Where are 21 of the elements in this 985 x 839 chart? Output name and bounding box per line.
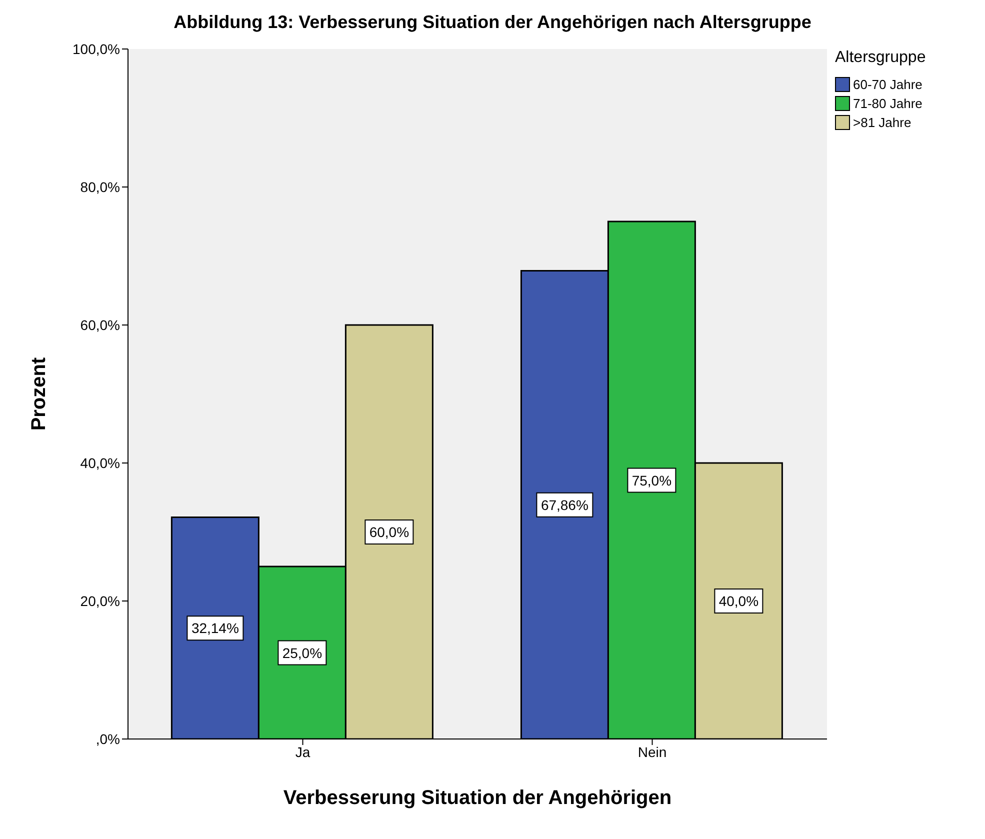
y-tick-label: 20,0% — [80, 592, 120, 609]
y-tick-label: ,0% — [96, 730, 120, 747]
legend-title: Altersgruppe — [835, 49, 927, 67]
data-label: 32,14% — [191, 620, 239, 636]
legend-label: >81 Jahre — [852, 114, 912, 132]
x-tick-label: Nein — [638, 744, 667, 760]
x-tick-label: Ja — [295, 744, 310, 760]
y-tick-label: 100,0% — [72, 40, 120, 57]
data-label: 75,0% — [632, 472, 672, 488]
y-axis-title: Prozent — [28, 356, 50, 431]
chart-title: Abbildung 13: Verbesserung Situation der Angehörigen nach Altersgruppe — [172, 11, 812, 34]
data-label: 67,86% — [540, 496, 588, 513]
legend-label: 71-80 Jahre — [852, 95, 924, 113]
y-tick-label: 80,0% — [80, 178, 120, 195]
y-tick-label: 40,0% — [80, 454, 120, 471]
data-label: 60,0% — [369, 524, 410, 540]
data-label: 25,0% — [282, 644, 322, 661]
x-axis-title: Verbesserung Situation der Angehörigen — [283, 787, 672, 809]
data-label: 40,0% — [718, 593, 759, 609]
y-tick-label: 60,0% — [80, 316, 120, 333]
legend-label: 60-70 Jahre — [852, 76, 924, 94]
